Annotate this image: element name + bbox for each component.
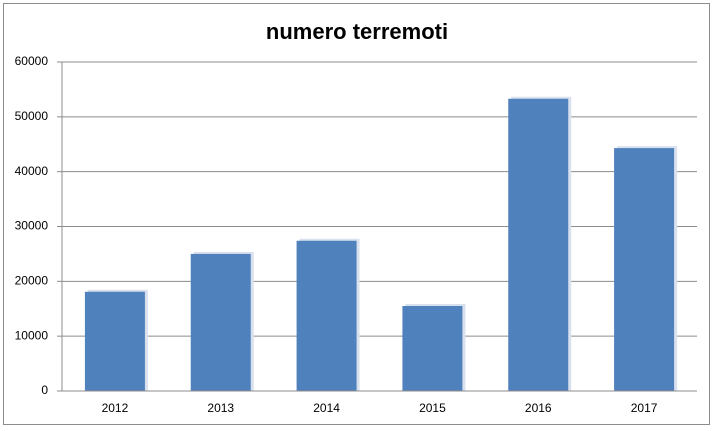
bar [84,291,145,391]
chart-title: numero terremoti [266,19,448,44]
x-tick-label: 2012 [102,401,129,415]
x-tick-label: 2017 [631,401,658,415]
bar [614,148,675,391]
bar [190,253,251,391]
x-tick-label: 2016 [525,401,552,415]
bar [402,306,463,391]
y-tick-label: 30000 [15,219,49,233]
x-tick-label: 2015 [419,401,446,415]
y-tick-label: 50000 [15,109,49,123]
bar [296,240,357,391]
bar [508,98,569,391]
y-tick-label: 0 [41,383,48,397]
y-tick-label: 20000 [15,274,49,288]
x-tick-label: 2013 [207,401,234,415]
y-tick-label: 10000 [15,328,49,342]
y-tick-label: 40000 [15,164,49,178]
x-tick-label: 2014 [313,401,340,415]
y-tick-label: 60000 [15,54,49,68]
